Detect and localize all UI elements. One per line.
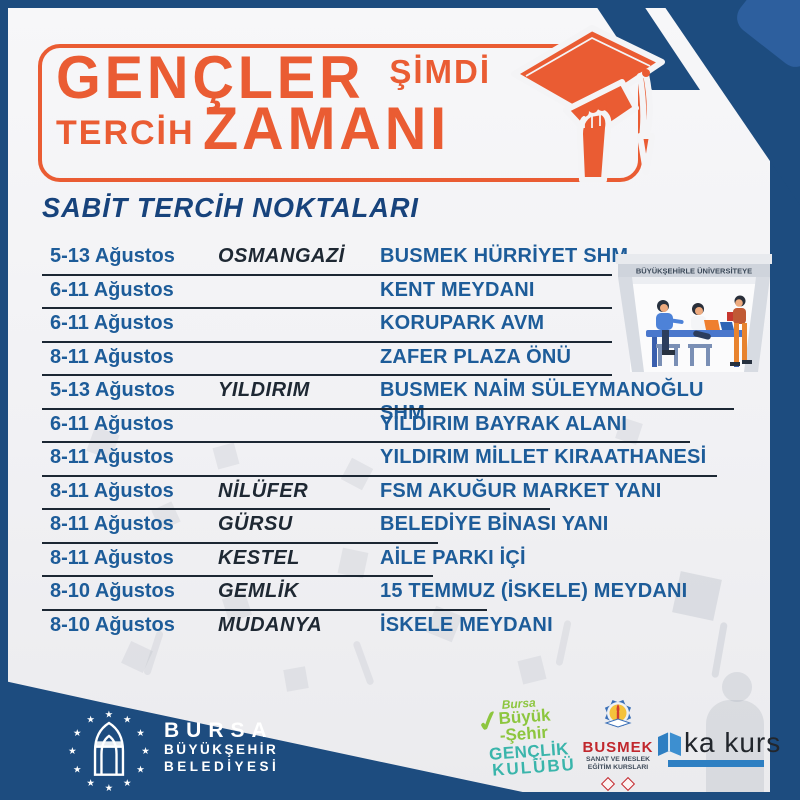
table-row: 8-10 Ağustos GEMLİK 15 TEMMUZ (İSKELE) M… [42, 577, 742, 611]
svg-text:★: ★ [86, 778, 95, 789]
table-row: 6-11 Ağustos KORUPARK AVM [42, 309, 742, 343]
table-row: 5-13 Ağustos OSMANGAZİ BUSMEK HÜRRİYET S… [42, 242, 742, 276]
row-separator [42, 541, 438, 544]
busmek-sub1: SANAT VE MESLEK [585, 756, 651, 763]
watermark-cap [283, 666, 309, 692]
row-date: 8-11 Ağustos [50, 513, 174, 535]
busmek-logo: BUSMEK SANAT VE MESLEK EĞİTİM KURSLARI [578, 699, 658, 794]
svg-text:★: ★ [68, 746, 77, 757]
graduation-cap-icon [496, 12, 668, 187]
svg-text:★: ★ [136, 728, 145, 739]
row-location: BUSMEK HÜRRİYET SHM [380, 245, 629, 267]
svg-text:★: ★ [123, 778, 132, 789]
bursa-emblem-icon: ★ ★ ★ ★ ★ ★ ★ ★ ★ ★ ★ ★ [68, 710, 150, 794]
svg-text:★: ★ [105, 783, 114, 794]
table-row: 8-11 Ağustos YILDIRIM MİLLET KIRAATHANES… [42, 443, 742, 477]
row-location: 15 TEMMUZ (İSKELE) MEYDANI [380, 580, 688, 602]
table-row: 6-11 Ağustos KENT MEYDANI [42, 276, 742, 309]
row-date: 8-11 Ağustos [50, 345, 174, 368]
svg-text:★: ★ [73, 728, 82, 739]
row-date: 6-11 Ağustos [50, 312, 174, 334]
row-location: KENT MEYDANI [380, 278, 535, 301]
eka-tagline-bar [668, 760, 764, 767]
row-separator [42, 374, 612, 376]
row-separator [42, 273, 612, 276]
table-row: 5-13 Ağustos YILDIRIM BUSMEK NAİM SÜLEYM… [42, 376, 742, 424]
row-date: 8-10 Ağustos [50, 580, 175, 602]
row-date: 8-11 Ağustos [50, 446, 174, 468]
row-location: YILDIRIM MİLLET KIRAATHANESİ [380, 446, 707, 468]
row-separator [42, 307, 612, 309]
table-row: 8-11 Ağustos GÜRSU BELEDİYE BİNASI YANI [42, 510, 742, 544]
row-date: 6-11 Ağustos [50, 278, 174, 301]
bursa-logo-line2: BÜYÜKŞEHİR [164, 742, 279, 758]
section-title: SABİT TERCİH NOKTALARI [42, 192, 419, 223]
tent-banner-text: BÜYÜKŞEHİRLE ÜNİVERSİTEYE [636, 267, 752, 276]
table-row: 8-11 Ağustos NİLÜFER FSM AKUĞUR MARKET Y… [42, 477, 742, 510]
busmek-sub2: EĞİTİM KURSLARI [587, 764, 649, 772]
row-district: GÜRSU [218, 513, 293, 535]
header-line1-small: ŞİMDİ [389, 53, 492, 91]
bursa-logo-text: BURSA BÜYÜKŞEHİR BELEDİYESİ [164, 719, 280, 794]
row-separator [42, 608, 487, 611]
row-district: KESTEL [218, 546, 300, 569]
header-title: GENÇLER ŞİMDİ TERCİH ZAMANI [56, 44, 492, 163]
row-separator [42, 575, 433, 577]
busmek-emblem-icon [604, 699, 632, 728]
row-separator [42, 340, 612, 343]
row-separator [42, 441, 690, 443]
preference-table: 5-13 Ağustos OSMANGAZİ BUSMEK HÜRRİYET S… [42, 242, 742, 644]
row-location: BELEDİYE BİNASI YANI [380, 513, 609, 535]
row-location: AİLE PARKI İÇİ [380, 546, 526, 569]
eka-name: ka kurs [684, 727, 782, 758]
header-frame [38, 44, 642, 182]
row-separator [42, 508, 550, 510]
row-date: 8-11 Ağustos [50, 546, 174, 569]
row-location: KORUPARK AVM [380, 312, 545, 334]
genclik-kulubu-logo: ✓ Bursa Büyük -Şehir GENÇLİK KULÜBÜ [473, 695, 576, 780]
row-date: 6-11 Ağustos [50, 412, 174, 435]
svg-text:★: ★ [73, 765, 82, 776]
row-separator [42, 407, 734, 410]
frame-left [0, 0, 8, 800]
row-district: OSMANGAZİ [218, 245, 345, 267]
busmek-name: BUSMEK [582, 739, 654, 756]
eka-kurs-logo: ka kurs [656, 729, 781, 767]
header-line1-big: GENÇLER [56, 44, 365, 111]
row-location: İSKELE MEYDANI [380, 613, 553, 636]
row-location: ZAFER PLAZA ÖNÜ [380, 345, 572, 368]
row-date: 5-13 Ağustos [50, 245, 175, 267]
bursa-municipality-logo: ★ ★ ★ ★ ★ ★ ★ ★ ★ ★ ★ ★ BURSA BÜYÜKŞEHİR BELEDİY… [66, 708, 279, 794]
row-location: FSM AKUĞUR MARKET YANI [380, 479, 662, 502]
svg-text:★: ★ [123, 715, 132, 726]
row-district: YILDIRIM [218, 379, 310, 401]
row-district: GEMLİK [218, 580, 299, 602]
row-date: 8-10 Ağustos [50, 613, 175, 636]
row-district: MUDANYA [218, 613, 323, 636]
svg-text:★: ★ [86, 715, 95, 726]
bursa-logo-line3: BELEDİYESİ [164, 758, 280, 774]
svg-text:★: ★ [105, 710, 114, 721]
eka-book-icon [658, 732, 681, 756]
svg-text:★: ★ [136, 765, 145, 776]
header-line2-big: ZAMANI [202, 95, 450, 163]
row-separator [42, 474, 717, 477]
row-district: NİLÜFER [218, 479, 309, 502]
row-date: 8-11 Ağustos [50, 479, 174, 502]
table-row: 8-11 Ağustos KESTEL AİLE PARKI İÇİ [42, 544, 742, 577]
row-location: YILDIRIM BAYRAK ALANI [380, 412, 628, 435]
svg-text:★: ★ [141, 746, 150, 757]
table-row: 8-11 Ağustos ZAFER PLAZA ÖNÜ [42, 343, 742, 376]
watermark-body [706, 700, 764, 792]
frame-top [0, 0, 800, 8]
watermark-head [722, 672, 752, 702]
table-row: 6-11 Ağustos YILDIRIM BAYRAK ALANI [42, 410, 742, 443]
busmek-diamond-icons [578, 776, 658, 794]
bursa-logo-line1: BURSA [164, 719, 274, 742]
tent-illustration: BÜYÜKŞEHİRLE ÜNİVERSİTEYE [616, 254, 772, 381]
row-date: 5-13 Ağustos [50, 379, 175, 401]
table-row: 8-10 Ağustos MUDANYA İSKELE MEYDANI [42, 611, 742, 645]
header-line2-small: TERCİH [56, 114, 195, 153]
